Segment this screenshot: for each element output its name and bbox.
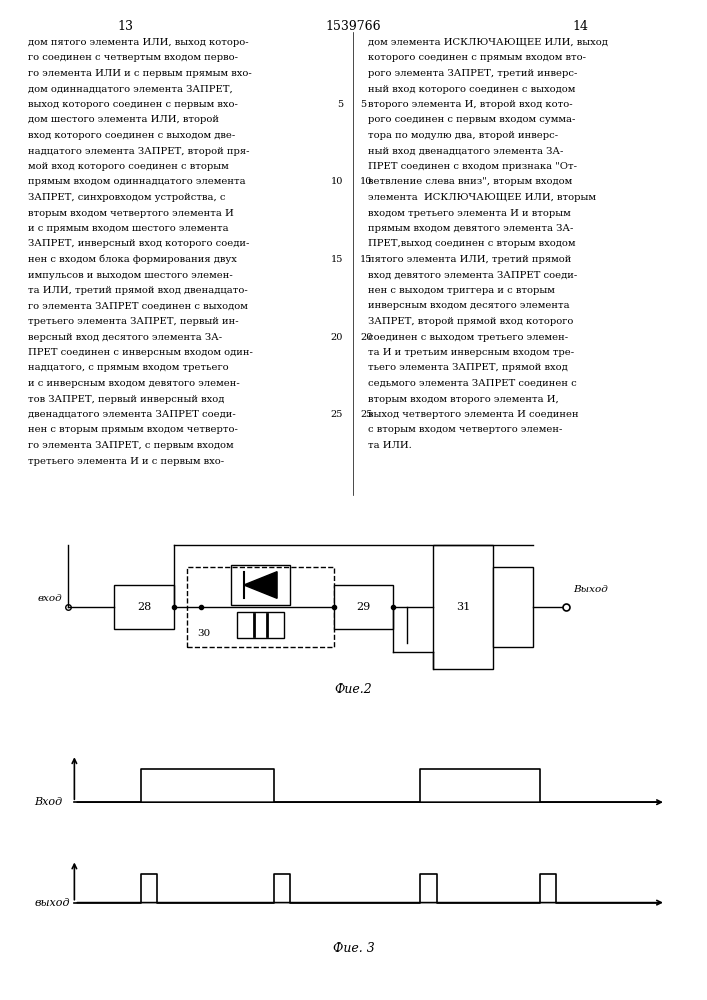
- Text: ЗАПРЕТ, синхровходом устройства, с: ЗАПРЕТ, синхровходом устройства, с: [28, 193, 226, 202]
- Text: рого элемента ЗАПРЕТ, третий инверс-: рого элемента ЗАПРЕТ, третий инверс-: [368, 69, 578, 78]
- Text: выход четвертого элемента И соединен: выход четвертого элемента И соединен: [368, 410, 578, 419]
- Text: второго элемента И, второй вход кото-: второго элемента И, второй вход кото-: [368, 100, 573, 109]
- Bar: [433, 545, 493, 669]
- Text: 15: 15: [360, 255, 373, 264]
- Bar: [230, 565, 291, 605]
- Text: Выход: Выход: [573, 585, 608, 594]
- Text: ПРЕТ соединен с инверсным входом один-: ПРЕТ соединен с инверсным входом один-: [28, 348, 253, 357]
- Text: 25: 25: [360, 410, 373, 419]
- Text: инверсным входом десятого элемента: инверсным входом десятого элемента: [368, 302, 570, 310]
- Text: та И и третьим инверсным входом тре-: та И и третьим инверсным входом тре-: [368, 348, 574, 357]
- Text: тора по модулю два, второй инверс-: тора по модулю два, второй инверс-: [368, 131, 558, 140]
- Text: та ИЛИ, третий прямой вход двенадцато-: та ИЛИ, третий прямой вход двенадцато-: [28, 286, 247, 295]
- Text: ветвление слева вниз", вторым входом: ветвление слева вниз", вторым входом: [368, 178, 572, 186]
- Text: 25: 25: [331, 410, 343, 419]
- Text: соединен с выходом третьего элемен-: соединен с выходом третьего элемен-: [368, 332, 568, 342]
- Text: и с инверсным входом девятого элемен-: и с инверсным входом девятого элемен-: [28, 379, 240, 388]
- Text: Фие. 3: Фие. 3: [332, 942, 375, 955]
- Text: ПРЕТ,выход соединен с вторым входом: ПРЕТ,выход соединен с вторым входом: [368, 239, 575, 248]
- Text: версный вход десятого элемента ЗА-: версный вход десятого элемента ЗА-: [28, 332, 222, 342]
- Text: 5: 5: [360, 100, 366, 109]
- Text: выход: выход: [35, 898, 70, 908]
- Text: 5: 5: [337, 100, 343, 109]
- Text: входом третьего элемента И и вторым: входом третьего элемента И и вторым: [368, 209, 571, 218]
- Text: нен с выходом триггера и с вторым: нен с выходом триггера и с вторым: [368, 286, 555, 295]
- Text: 1539766: 1539766: [325, 20, 381, 33]
- Polygon shape: [244, 572, 277, 598]
- Text: пятого элемента ИЛИ, третий прямой: пятого элемента ИЛИ, третий прямой: [368, 255, 571, 264]
- Bar: [238, 612, 284, 638]
- Text: ЗАПРЕТ, второй прямой вход которого: ЗАПРЕТ, второй прямой вход которого: [368, 317, 573, 326]
- Text: с вторым входом четвертого элемен-: с вторым входом четвертого элемен-: [368, 426, 562, 434]
- Text: ный вход двенадцатого элемента ЗА-: ный вход двенадцатого элемента ЗА-: [368, 146, 563, 155]
- Text: вход девятого элемента ЗАПРЕТ соеди-: вход девятого элемента ЗАПРЕТ соеди-: [368, 270, 577, 279]
- Bar: [187, 567, 334, 647]
- Text: 29: 29: [356, 602, 370, 612]
- Text: тов ЗАПРЕТ, первый инверсный вход: тов ЗАПРЕТ, первый инверсный вход: [28, 394, 224, 403]
- Bar: [334, 585, 393, 629]
- Text: надцатого элемента ЗАПРЕТ, второй пря-: надцатого элемента ЗАПРЕТ, второй пря-: [28, 146, 250, 155]
- Text: го элемента ЗАПРЕТ соединен с выходом: го элемента ЗАПРЕТ соединен с выходом: [28, 302, 248, 310]
- Text: дом одиннадцатого элемента ЗАПРЕТ,: дом одиннадцатого элемента ЗАПРЕТ,: [28, 85, 233, 94]
- Text: 30: 30: [197, 629, 211, 638]
- Text: 10: 10: [360, 178, 373, 186]
- Text: го соединен с четвертым входом перво-: го соединен с четвертым входом перво-: [28, 53, 238, 62]
- Text: выход которого соединен с первым вхо-: выход которого соединен с первым вхо-: [28, 100, 238, 109]
- Text: ный вход которого соединен с выходом: ный вход которого соединен с выходом: [368, 85, 575, 94]
- Text: Фие.2: Фие.2: [334, 683, 373, 696]
- Text: надцатого, с прямым входом третьего: надцатого, с прямым входом третьего: [28, 363, 228, 372]
- Text: мой вход которого соединен с вторым: мой вход которого соединен с вторым: [28, 162, 229, 171]
- Text: дом пятого элемента ИЛИ, выход которо-: дом пятого элемента ИЛИ, выход которо-: [28, 38, 249, 47]
- Text: дом шестого элемента ИЛИ, второй: дом шестого элемента ИЛИ, второй: [28, 115, 219, 124]
- Text: вторым входом второго элемента И,: вторым входом второго элемента И,: [368, 394, 559, 403]
- Text: рого соединен с первым входом сумма-: рого соединен с первым входом сумма-: [368, 115, 575, 124]
- Text: 28: 28: [137, 602, 151, 612]
- Text: 20: 20: [331, 332, 343, 342]
- Text: нен с входом блока формирования двух: нен с входом блока формирования двух: [28, 255, 237, 264]
- Text: го элемента ИЛИ и с первым прямым вхо-: го элемента ИЛИ и с первым прямым вхо-: [28, 69, 252, 78]
- Text: вход: вход: [38, 594, 63, 603]
- Text: прямым входом девятого элемента ЗА-: прямым входом девятого элемента ЗА-: [368, 224, 573, 233]
- Text: двенадцатого элемента ЗАПРЕТ соеди-: двенадцатого элемента ЗАПРЕТ соеди-: [28, 410, 235, 419]
- Text: 14: 14: [572, 20, 588, 33]
- Text: и с прямым входом шестого элемента: и с прямым входом шестого элемента: [28, 224, 228, 233]
- Text: вторым входом четвертого элемента И: вторым входом четвертого элемента И: [28, 209, 234, 218]
- Text: го элемента ЗАПРЕТ, с первым входом: го элемента ЗАПРЕТ, с первым входом: [28, 441, 233, 450]
- Text: которого соединен с прямым входом вто-: которого соединен с прямым входом вто-: [368, 53, 586, 62]
- Text: прямым входом одиннадцатого элемента: прямым входом одиннадцатого элемента: [28, 178, 245, 186]
- Text: третьего элемента ЗАПРЕТ, первый ин-: третьего элемента ЗАПРЕТ, первый ин-: [28, 317, 239, 326]
- Text: та ИЛИ.: та ИЛИ.: [368, 441, 411, 450]
- Bar: [493, 567, 533, 647]
- Text: 20: 20: [360, 332, 373, 342]
- Text: 10: 10: [331, 178, 343, 186]
- Text: дом элемента ИСКЛЮЧАЮЩЕЕ ИЛИ, выход: дом элемента ИСКЛЮЧАЮЩЕЕ ИЛИ, выход: [368, 38, 608, 47]
- Text: 31: 31: [456, 602, 470, 612]
- Text: тьего элемента ЗАПРЕТ, прямой вход: тьего элемента ЗАПРЕТ, прямой вход: [368, 363, 568, 372]
- Text: ЗАПРЕТ, инверсный вход которого соеди-: ЗАПРЕТ, инверсный вход которого соеди-: [28, 239, 250, 248]
- Text: 13: 13: [117, 20, 133, 33]
- Text: импульсов и выходом шестого элемен-: импульсов и выходом шестого элемен-: [28, 270, 233, 279]
- Text: третьего элемента И и с первым вхо-: третьего элемента И и с первым вхо-: [28, 456, 224, 466]
- Text: элемента  ИСКЛЮЧАЮЩЕЕ ИЛИ, вторым: элемента ИСКЛЮЧАЮЩЕЕ ИЛИ, вторым: [368, 193, 596, 202]
- Text: седьмого элемента ЗАПРЕТ соединен с: седьмого элемента ЗАПРЕТ соединен с: [368, 379, 577, 388]
- Text: вход которого соединен с выходом две-: вход которого соединен с выходом две-: [28, 131, 235, 140]
- Text: нен с вторым прямым входом четверто-: нен с вторым прямым входом четверто-: [28, 426, 238, 434]
- Bar: [115, 585, 174, 629]
- Text: ПРЕТ соединен с входом признака "От-: ПРЕТ соединен с входом признака "От-: [368, 162, 577, 171]
- Text: 15: 15: [331, 255, 343, 264]
- Text: Вход: Вход: [35, 797, 63, 807]
